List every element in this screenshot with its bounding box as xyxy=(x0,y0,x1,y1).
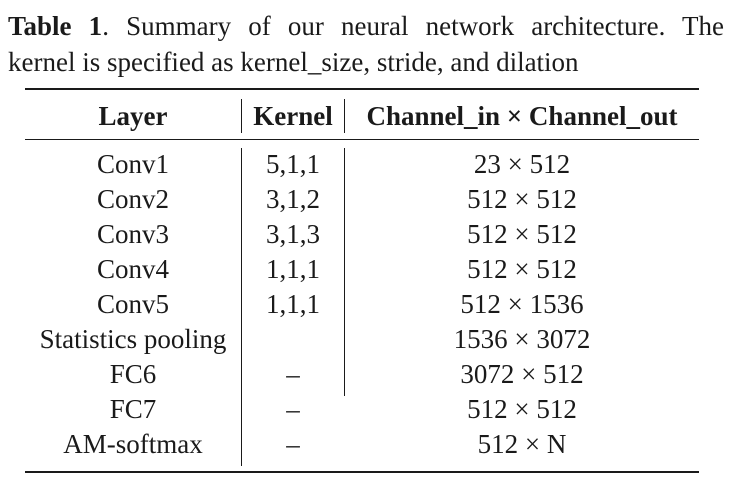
header-layer: Layer xyxy=(98,101,168,131)
caption-line-1: Table 1. Summary of our neural network a… xyxy=(8,8,724,44)
table-bottom-rule xyxy=(25,471,699,473)
header-kernel: Kernel xyxy=(253,101,333,131)
cell-channels: 3072 × 512 xyxy=(460,359,584,389)
caption-label: Table 1 xyxy=(8,11,103,41)
table-row: AM-softmax – 512 × N xyxy=(25,427,699,462)
cell-layer: Conv1 xyxy=(96,149,169,179)
caption-text-1: . Summary of our neural network architec… xyxy=(102,11,724,41)
cell-kernel xyxy=(242,322,344,357)
table-row: Conv3 3,1,3 512 × 512 xyxy=(25,217,699,252)
cell-layer: Conv4 xyxy=(96,254,169,284)
cell-channels: 512 × 512 xyxy=(467,219,577,249)
cell-kernel: – xyxy=(286,394,300,424)
table-caption: Table 1. Summary of our neural network a… xyxy=(8,8,724,80)
table-row: Conv1 5,1,1 23 × 512 xyxy=(25,147,699,182)
cell-layer: Statistics pooling xyxy=(39,324,227,354)
header-divider-2 xyxy=(344,99,345,133)
cell-channels: 1536 × 3072 xyxy=(453,324,591,354)
table-row: Conv2 3,1,2 512 × 512 xyxy=(25,182,699,217)
table-row: Statistics pooling 1536 × 3072 xyxy=(25,322,699,357)
body-divider-2 xyxy=(344,148,345,396)
cell-layer: AM-softmax xyxy=(63,429,203,459)
cell-kernel: – xyxy=(286,429,300,459)
cell-layer: FC7 xyxy=(109,394,157,424)
table-header-rule xyxy=(25,139,699,140)
cell-channels: 512 × 512 xyxy=(467,254,577,284)
table-row: Conv5 1,1,1 512 × 1536 xyxy=(25,287,699,322)
body-divider-1 xyxy=(241,148,242,466)
header-channels: Channel_in × Channel_out xyxy=(366,101,678,131)
cell-channels: 512 × 512 xyxy=(467,394,577,424)
cell-layer: Conv2 xyxy=(96,184,169,214)
table-row: Conv4 1,1,1 512 × 512 xyxy=(25,252,699,287)
table-top-rule xyxy=(25,88,699,90)
cell-channels: 512 × 512 xyxy=(467,184,577,214)
cell-kernel: 5,1,1 xyxy=(266,149,320,179)
cell-kernel: 1,1,1 xyxy=(266,254,320,284)
cell-layer: FC6 xyxy=(109,359,157,389)
cell-kernel: 3,1,3 xyxy=(266,219,320,249)
cell-channels: 512 × 1536 xyxy=(460,289,584,319)
cell-kernel: – xyxy=(286,359,300,389)
table-row: FC7 – 512 × 512 xyxy=(25,392,699,427)
cell-kernel: 1,1,1 xyxy=(266,289,320,319)
cell-channels: 23 × 512 xyxy=(473,149,571,179)
caption-text-2: kernel is specified as kernel_size, stri… xyxy=(8,47,579,77)
cell-kernel: 3,1,2 xyxy=(266,184,320,214)
table-row: FC6 – 3072 × 512 xyxy=(25,357,699,392)
header-divider-1 xyxy=(241,99,242,133)
cell-layer: Conv5 xyxy=(96,289,169,319)
table-body: Conv1 5,1,1 23 × 512 Conv2 3,1,2 512 × 5… xyxy=(25,147,699,462)
cell-channels: 512 × N xyxy=(477,429,567,459)
cell-layer: Conv3 xyxy=(96,219,169,249)
